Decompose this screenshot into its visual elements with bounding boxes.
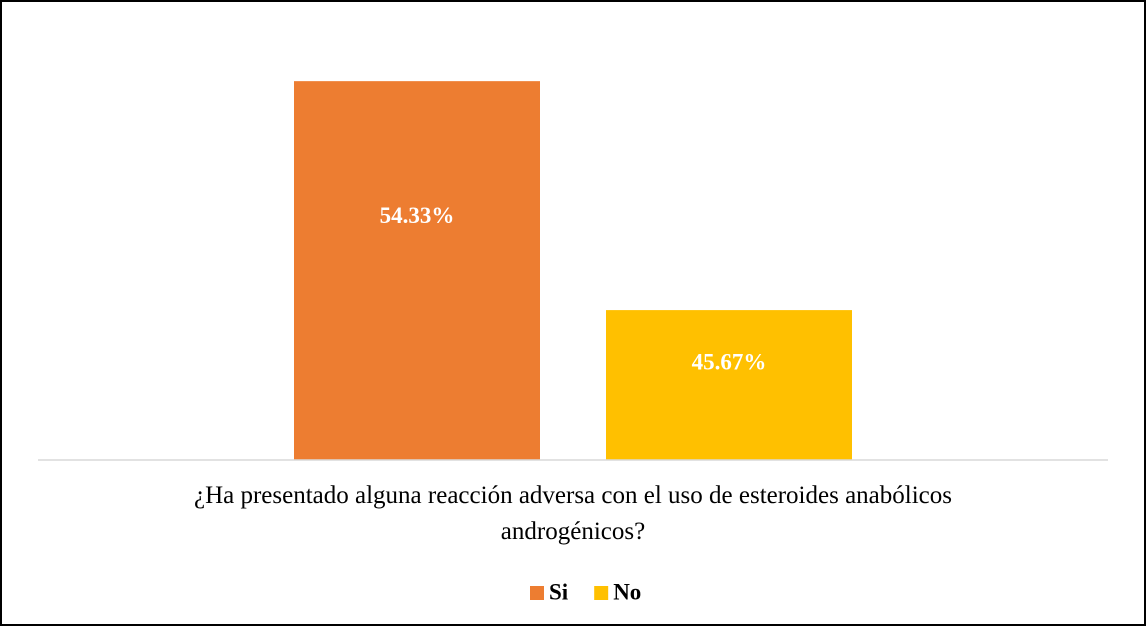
bar bbox=[606, 310, 852, 460]
data-label: 45.67% bbox=[692, 349, 767, 374]
legend-swatch bbox=[594, 586, 609, 600]
data-label: 54.33% bbox=[380, 203, 455, 228]
legend-label: Si bbox=[549, 579, 569, 604]
legend-label: No bbox=[613, 579, 641, 604]
legend-swatch bbox=[530, 586, 544, 600]
bar bbox=[294, 81, 540, 460]
category-label: ¿Ha presentado alguna reacción adversa c… bbox=[193, 482, 952, 545]
